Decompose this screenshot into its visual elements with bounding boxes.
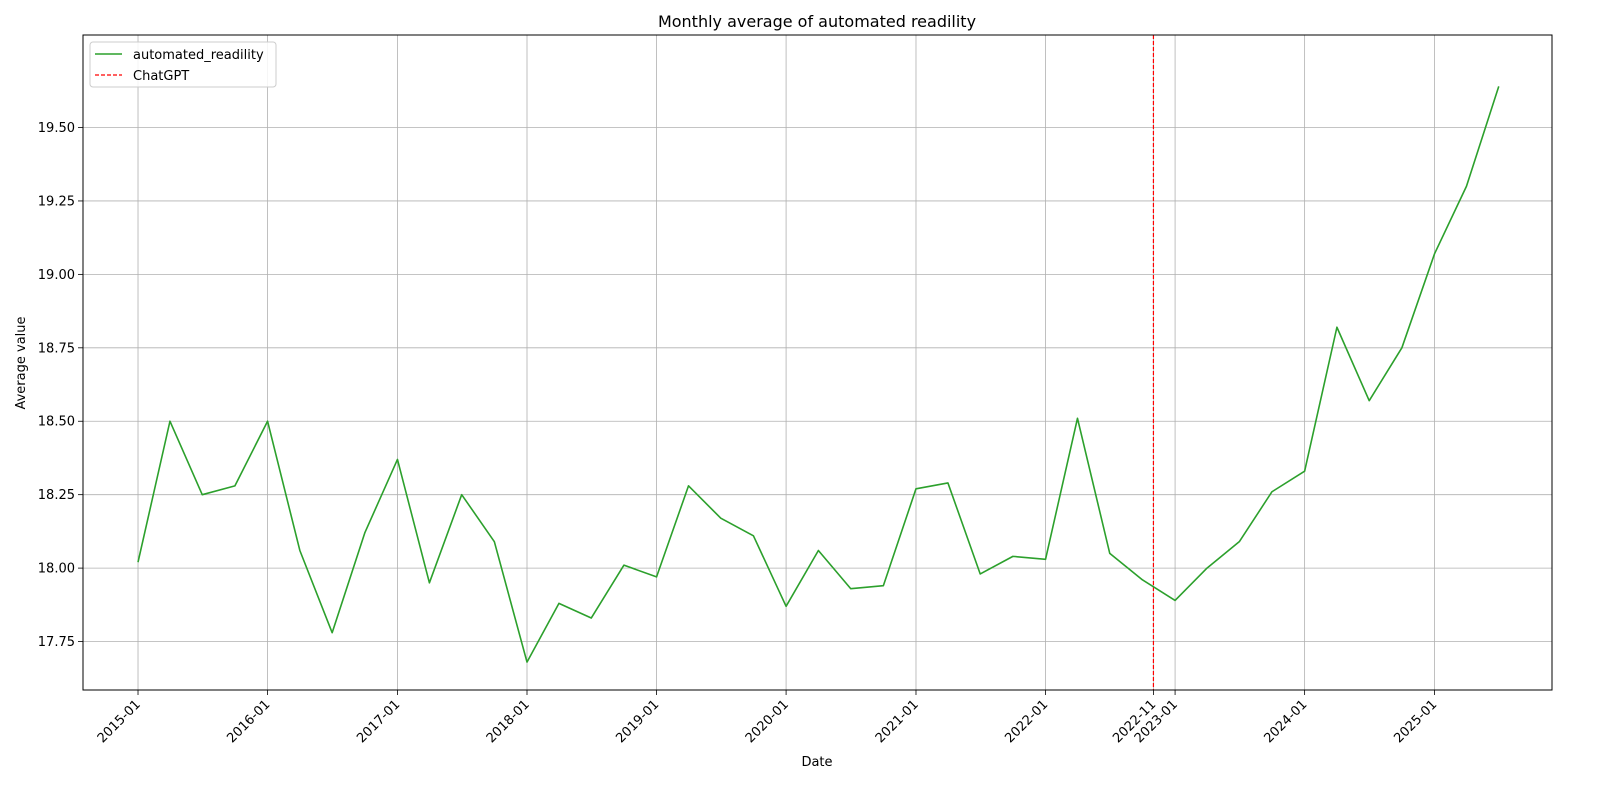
- legend-label-chatgpt: ChatGPT: [133, 69, 189, 84]
- y-tick-label-18-00: 18.00: [38, 562, 75, 577]
- y-tick-label-19-25: 19.25: [38, 194, 75, 209]
- grid-lines: [83, 35, 1552, 690]
- x-axis-title: Date: [801, 755, 832, 770]
- y-tick-label-18-50: 18.50: [38, 415, 75, 430]
- plot-frame: [82, 34, 1553, 691]
- y-axis-ticks: 17.75 18.00 18.25 18.50 18.75 19.00 19.25 19.50: [38, 121, 83, 650]
- y-axis-title: Average value: [14, 316, 29, 409]
- legend: automated_readility ChatGPT: [89, 41, 277, 88]
- legend-box: [89, 41, 277, 88]
- y-tick-label-19-00: 19.00: [38, 268, 75, 283]
- y-tick-label-18-75: 18.75: [38, 341, 75, 356]
- y-tick-label-19-50: 19.50: [38, 121, 75, 136]
- y-tick-label-18-25: 18.25: [38, 488, 75, 503]
- series-lines: [137, 86, 1500, 663]
- legend-label-automated-readility: automated_readility: [133, 48, 264, 63]
- chart-title: Monthly average of automated readility: [658, 12, 976, 31]
- y-tick-label-17-75: 17.75: [38, 635, 75, 650]
